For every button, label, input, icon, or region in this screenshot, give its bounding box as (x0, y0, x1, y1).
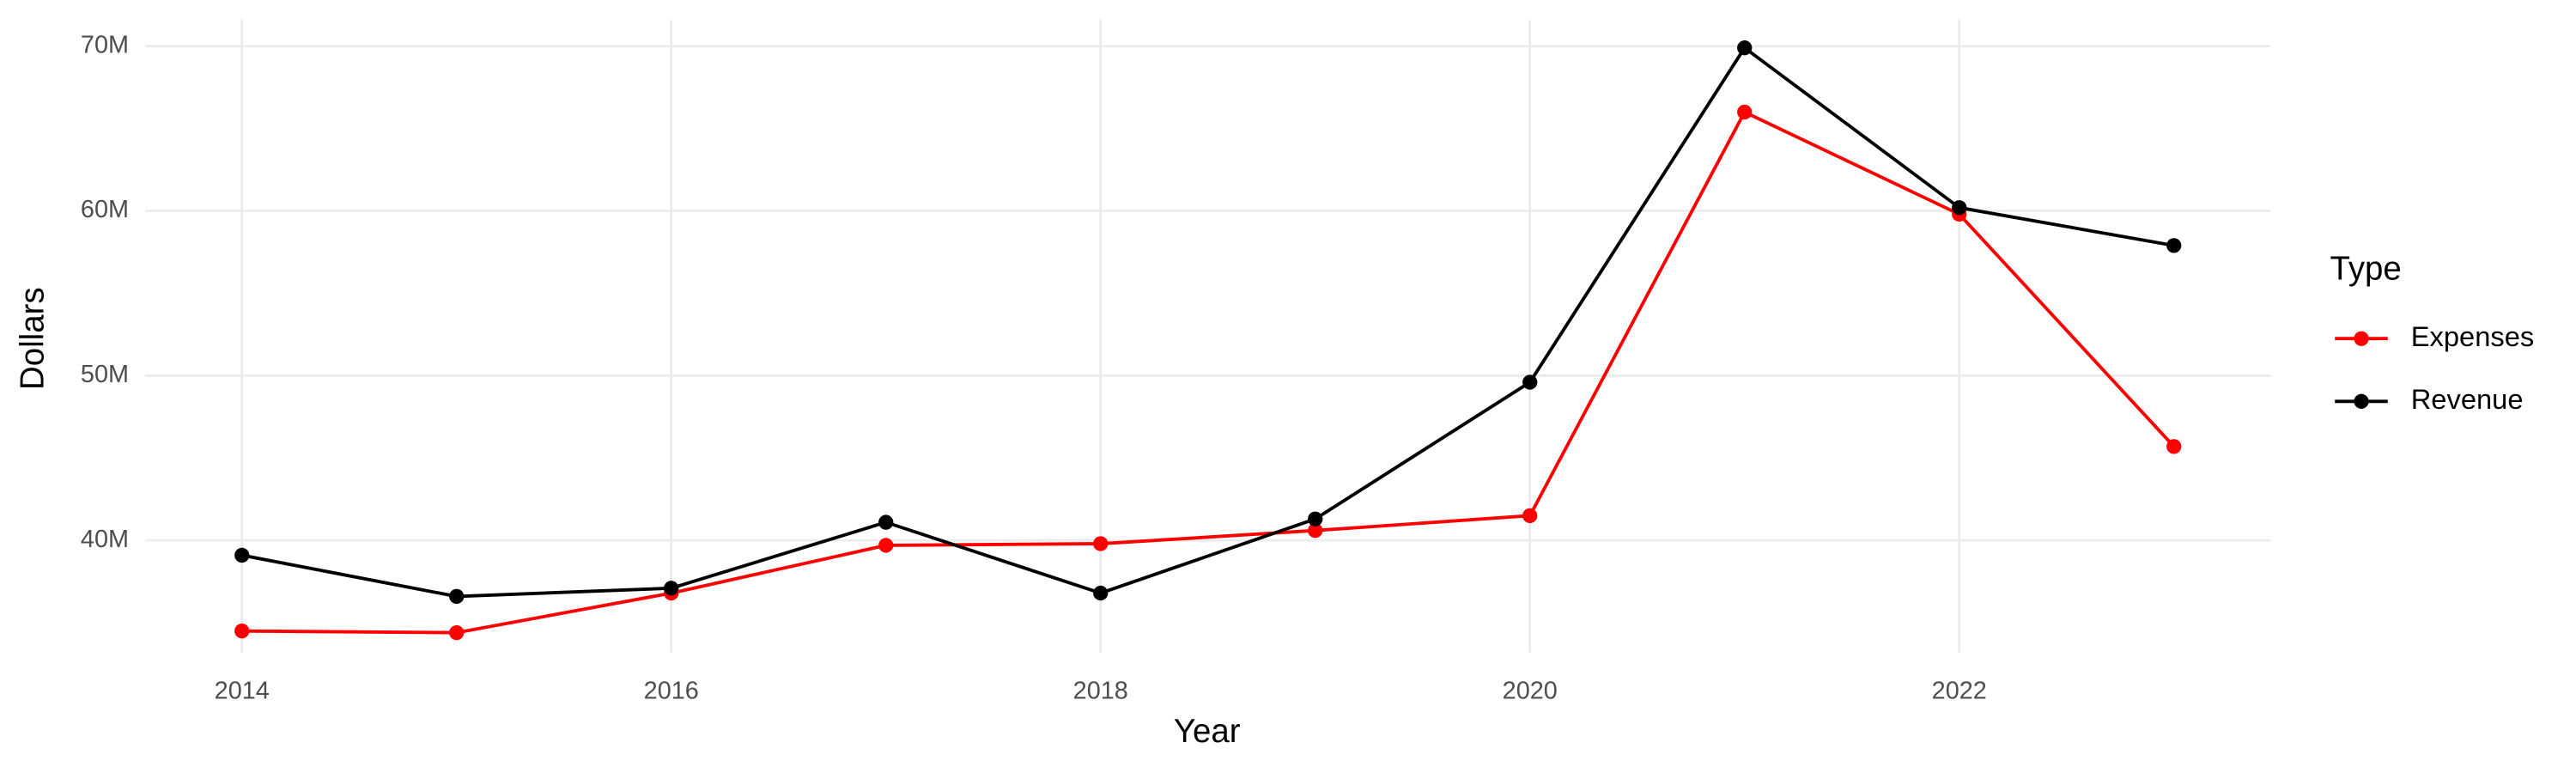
point (878, 538, 894, 553)
x-tick-label: 2016 (644, 677, 699, 704)
point (1308, 511, 1323, 526)
point (1093, 536, 1109, 551)
point (1093, 585, 1109, 601)
y-tick-label: 70M (81, 31, 129, 58)
point (1737, 104, 1753, 120)
series-line (241, 109, 2176, 635)
point (1308, 523, 1323, 539)
x-tick-label: 2022 (1932, 677, 1987, 704)
x-tick-label: 2020 (1503, 677, 1558, 704)
point (449, 624, 465, 641)
point (2166, 439, 2182, 454)
legend-title: Type (2330, 251, 2401, 288)
point (664, 581, 679, 596)
y-axis-label: Dollars (15, 287, 52, 390)
series-line (241, 45, 2175, 599)
y-tick-label: 40M (81, 526, 129, 553)
x-axis-label: Year (1174, 713, 1241, 750)
legend-key-point (2354, 393, 2369, 409)
legend-key-point (2354, 331, 2369, 346)
x-tick-label: 2014 (215, 677, 270, 704)
point (449, 588, 465, 605)
point (1522, 374, 1538, 390)
point (878, 514, 894, 530)
point (234, 624, 250, 639)
point (1522, 508, 1538, 524)
point (234, 547, 250, 563)
point (2166, 238, 2182, 253)
legend-label: Expenses (2411, 320, 2535, 352)
legend-label: Revenue (2411, 383, 2524, 415)
x-tick-label: 2018 (1073, 677, 1128, 704)
point (1737, 40, 1753, 56)
y-tick-label: 50M (81, 361, 129, 388)
y-tick-label: 60M (81, 196, 129, 223)
point (1952, 200, 1967, 216)
